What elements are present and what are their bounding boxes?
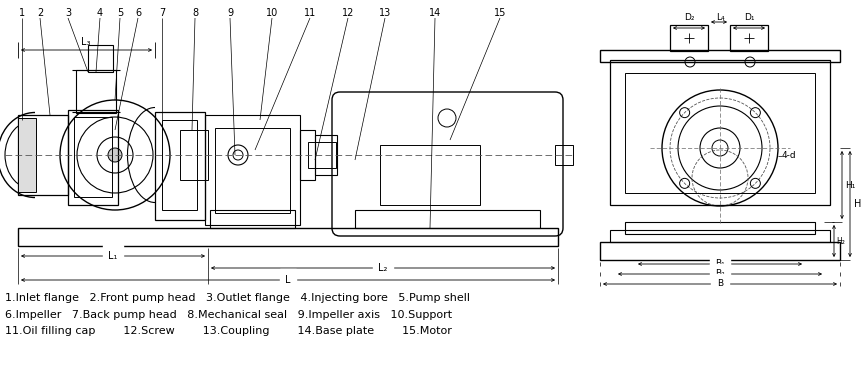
Bar (76, 70, 116, 113)
Bar (610, 60, 830, 205)
Bar (74, 117, 112, 197)
Bar (205, 115, 300, 225)
Text: D₁: D₁ (744, 13, 754, 23)
Text: H₂: H₂ (836, 236, 845, 246)
Bar (18, 228, 558, 246)
Text: L₃: L₃ (81, 37, 91, 47)
Circle shape (108, 148, 122, 162)
Text: 1.Inlet flange   2.Front pump head   3.Outlet flange   4.Injecting bore   5.Pump: 1.Inlet flange 2.Front pump head 3.Outle… (5, 293, 470, 303)
Text: D₂: D₂ (684, 13, 695, 23)
Bar (18, 115, 68, 195)
Text: 8: 8 (192, 8, 198, 18)
Text: L₂: L₂ (378, 263, 388, 273)
Text: 5: 5 (117, 8, 123, 18)
Bar (315, 135, 337, 175)
Text: 6.Impeller   7.Back pump head   8.Mechanical seal   9.Impeller axis   10.Support: 6.Impeller 7.Back pump head 8.Mechanical… (5, 310, 452, 320)
Text: L₁: L₁ (108, 251, 118, 261)
Text: 9: 9 (227, 8, 233, 18)
Bar (600, 242, 840, 260)
Bar (600, 50, 840, 62)
Text: 4: 4 (97, 8, 103, 18)
Bar (308, 142, 336, 168)
Text: 10: 10 (266, 8, 278, 18)
Text: B₁: B₁ (715, 259, 725, 269)
Text: L: L (285, 275, 291, 285)
Text: 15: 15 (494, 8, 507, 18)
Text: 6: 6 (135, 8, 141, 18)
Bar (180, 130, 208, 180)
Bar (355, 210, 540, 228)
Text: 4-d: 4-d (782, 152, 797, 160)
Bar (380, 145, 480, 205)
Text: 2: 2 (37, 8, 43, 18)
Text: 14: 14 (429, 8, 441, 18)
Bar (555, 145, 573, 165)
Text: B₂: B₂ (715, 269, 725, 278)
Text: 11: 11 (304, 8, 316, 18)
Bar (210, 210, 295, 228)
Text: 11.Oil filling cap        12.Screw        13.Coupling        14.Base plate      : 11.Oil filling cap 12.Screw 13.Coupling … (5, 326, 452, 336)
Bar (670, 25, 708, 51)
Bar (88, 45, 113, 72)
Text: 1: 1 (19, 8, 25, 18)
Text: 7: 7 (158, 8, 165, 18)
Bar (610, 230, 830, 242)
Bar (730, 25, 768, 51)
Bar (625, 222, 815, 234)
Bar (18, 118, 36, 192)
Bar (155, 112, 205, 220)
Text: B: B (717, 280, 723, 288)
Bar (300, 130, 315, 180)
Bar (162, 120, 197, 210)
Text: 3: 3 (65, 8, 71, 18)
Bar (215, 128, 290, 213)
Text: H: H (854, 199, 862, 209)
Text: 12: 12 (342, 8, 354, 18)
Bar (68, 110, 118, 205)
Bar (625, 73, 815, 193)
Text: L₄: L₄ (715, 13, 724, 23)
Text: 13: 13 (379, 8, 391, 18)
Text: H₁: H₁ (845, 181, 856, 189)
